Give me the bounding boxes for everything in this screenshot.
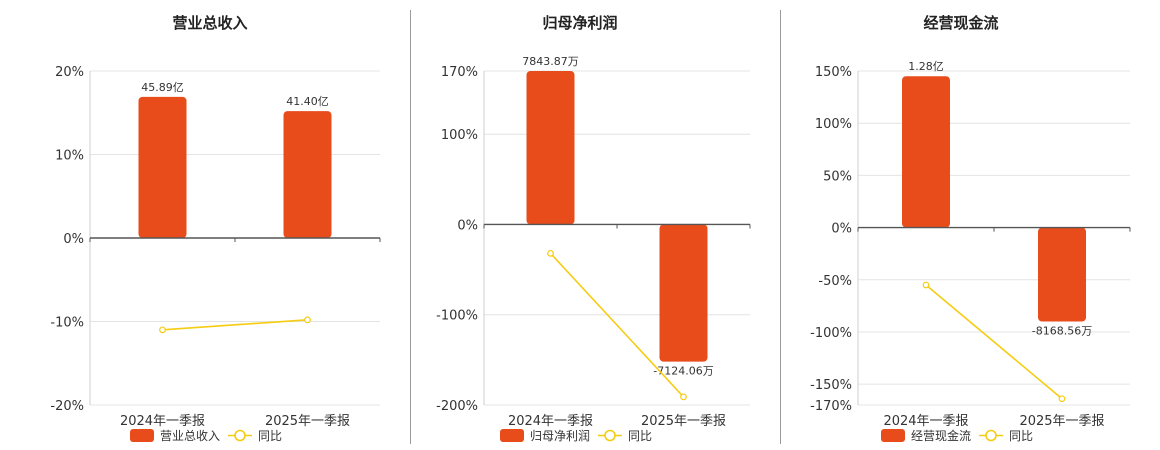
bar-data-label: -7124.06万 bbox=[653, 365, 713, 378]
series-line bbox=[162, 319, 308, 331]
bar bbox=[138, 96, 187, 238]
y-tick-label: -10% bbox=[50, 316, 84, 331]
bar-data-label: 7843.87万 bbox=[522, 55, 579, 68]
y-tick-label: 150% bbox=[815, 65, 852, 80]
bar-data-label: 45.89亿 bbox=[141, 81, 184, 94]
legend-swatch-bar bbox=[500, 429, 524, 442]
bar-data-label: 41.40亿 bbox=[286, 95, 329, 108]
y-tick-label: 20% bbox=[55, 65, 84, 80]
y-tick-label: 0% bbox=[63, 232, 84, 247]
bar-data-label: 1.28亿 bbox=[908, 60, 944, 73]
y-tick-label: 170% bbox=[441, 65, 478, 80]
x-tick-label: 2025年一季报 bbox=[265, 414, 350, 429]
y-tick-label: -200% bbox=[436, 399, 478, 414]
y-tick-label: 0% bbox=[831, 222, 852, 237]
y-tick-label: -100% bbox=[810, 326, 852, 341]
series-line bbox=[549, 252, 685, 398]
bar bbox=[659, 224, 708, 362]
bar bbox=[283, 111, 332, 238]
chart-panel-net-profit: 归母净利润 170% 100% 0% -100% -200% 7843.87万 -7124.0… bbox=[404, 0, 790, 450]
y-tick-label: -50% bbox=[818, 274, 852, 289]
panel-divider bbox=[410, 10, 411, 444]
series-point bbox=[922, 281, 930, 289]
y-tick-label: -100% bbox=[436, 309, 478, 324]
series-line bbox=[925, 284, 1063, 400]
legend-swatch-bar bbox=[130, 429, 154, 442]
y-tick-label: -150% bbox=[810, 378, 852, 393]
chart-title: 经营现金流 bbox=[923, 14, 998, 32]
series-point bbox=[680, 393, 687, 401]
series-point bbox=[547, 249, 554, 257]
y-tick-label: 10% bbox=[55, 149, 84, 164]
legend-swatch-point bbox=[604, 429, 616, 442]
panel-divider bbox=[780, 10, 781, 444]
chart-title: 营业总收入 bbox=[172, 14, 247, 32]
bar bbox=[1038, 227, 1086, 322]
bar bbox=[902, 76, 950, 228]
y-tick-label: -170% bbox=[810, 399, 852, 414]
series-point bbox=[1058, 395, 1066, 403]
legend-label: 同比 bbox=[1009, 429, 1033, 443]
legend-label: 归母净利润 bbox=[530, 429, 590, 443]
x-tick-label: 2024年一季报 bbox=[883, 414, 968, 429]
legend-swatch-bar bbox=[881, 429, 905, 442]
legend-label: 营业总收入 bbox=[160, 429, 220, 443]
bar-data-label: -8168.56万 bbox=[1032, 325, 1092, 338]
chart-title: 归母净利润 bbox=[542, 14, 617, 32]
y-tick-label: 100% bbox=[441, 128, 478, 143]
y-tick-label: 0% bbox=[457, 218, 478, 233]
x-tick-label: 2025年一季报 bbox=[1019, 414, 1104, 429]
series-point bbox=[159, 326, 166, 334]
series-point bbox=[304, 316, 311, 324]
x-tick-label: 2024年一季报 bbox=[120, 414, 205, 429]
x-tick-label: 2025年一季报 bbox=[641, 414, 726, 429]
bar bbox=[526, 71, 575, 225]
y-tick-label: 50% bbox=[823, 169, 852, 184]
chart-panel-revenue: 营业总收入 20% 10% 0% -10% -20% 45.89亿 41.40亿 2024年一季… bbox=[20, 0, 406, 450]
chart-panel-cash-flow: 经营现金流 150% 100% 50% 0% -50% -100% -150% -170% 1.2… bbox=[774, 0, 1160, 450]
legend-label: 经营现金流 bbox=[911, 428, 971, 443]
legend-swatch-point bbox=[234, 429, 246, 442]
legend-label: 同比 bbox=[258, 429, 282, 443]
x-tick-label: 2024年一季报 bbox=[508, 414, 593, 429]
y-tick-label: 100% bbox=[815, 117, 852, 132]
legend-label: 同比 bbox=[628, 429, 652, 443]
legend-swatch-point bbox=[985, 429, 997, 442]
y-tick-label: -20% bbox=[50, 399, 84, 414]
